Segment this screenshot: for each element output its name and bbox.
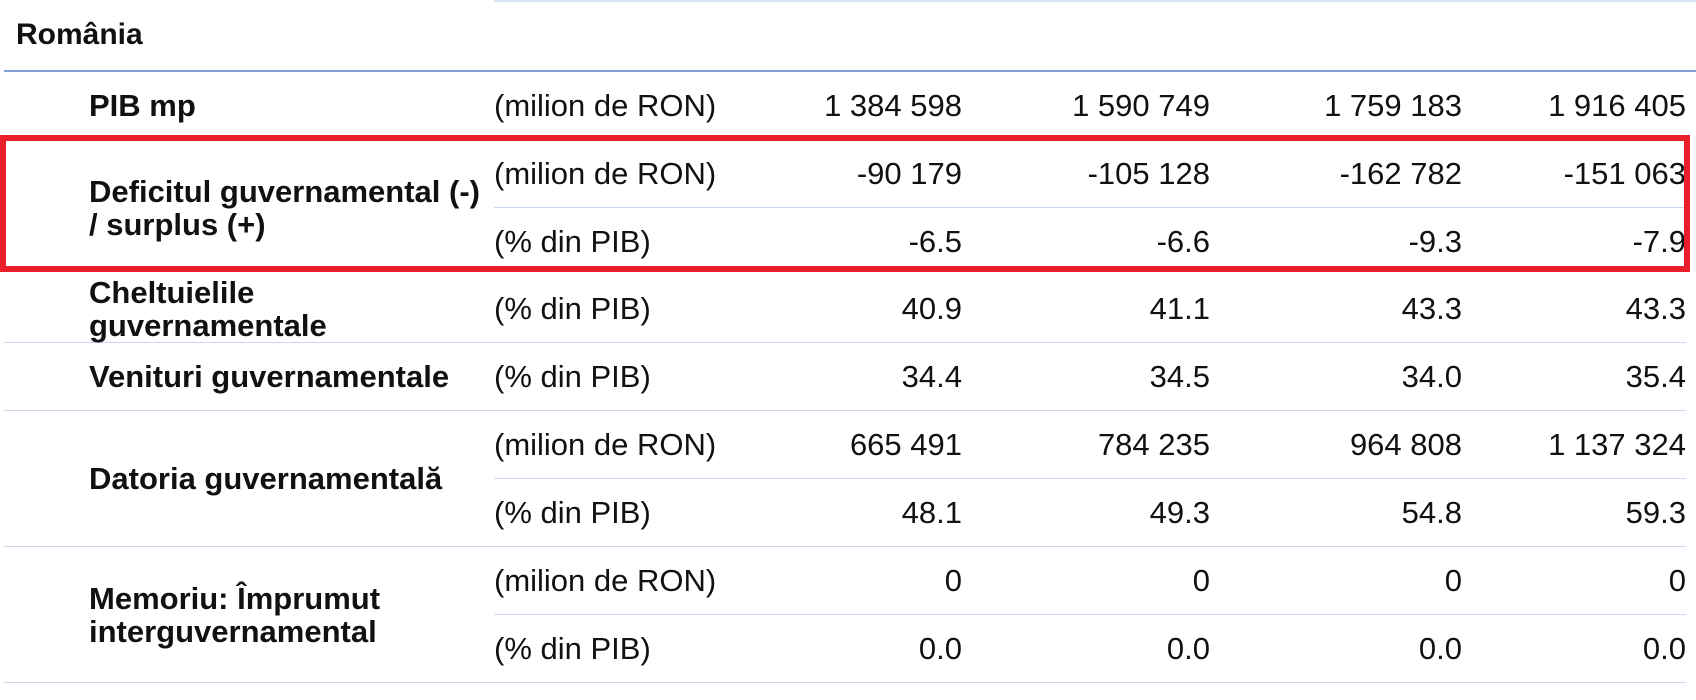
value-cell: -162 782 xyxy=(1210,139,1462,208)
value-cell: 34.5 xyxy=(962,342,1210,411)
table-row: PIB mp (milion de RON) 1 384 598 1 590 7… xyxy=(4,72,1686,140)
top-border xyxy=(494,0,1696,2)
value-cell: 35.4 xyxy=(1462,342,1686,411)
value-cell: 0 xyxy=(764,546,962,615)
row-unit: (milion de RON) xyxy=(494,410,764,479)
value-cell: 41.1 xyxy=(962,275,1210,343)
value-cell: 1 590 749 xyxy=(962,72,1210,140)
value-cell: 0 xyxy=(962,546,1210,615)
table-row: Memoriu: Împrumut interguvernamental (mi… xyxy=(4,546,1686,683)
value-cell: 49.3 xyxy=(962,478,1210,547)
value-cell: 0 xyxy=(1462,546,1686,615)
row-label: Cheltuielile guvernamentale xyxy=(4,275,494,343)
row-unit: (% din PIB) xyxy=(494,478,764,547)
value-cell: 40.9 xyxy=(764,275,962,343)
value-cell: 0 xyxy=(1210,546,1462,615)
table-row: (% din PIB) -6.5 -6.6 -9.3 -7.9 xyxy=(4,208,1686,276)
row-label: Deficitul guvernamental (-) / surplus (+… xyxy=(89,173,480,242)
row-unit: (% din PIB) xyxy=(494,342,764,411)
row-unit: (% din PIB) xyxy=(494,614,764,683)
value-cell: -6.6 xyxy=(1156,223,1210,259)
value-cell: 59.3 xyxy=(1462,478,1686,547)
table-row: Cheltuielile guvernamentale (% din PIB) … xyxy=(4,275,1686,343)
value-cell: 34.4 xyxy=(764,342,962,411)
value-cell: 0.0 xyxy=(962,614,1210,683)
value-cell: 0.0 xyxy=(764,614,962,683)
value-cell: -6.5 xyxy=(908,223,962,259)
row-label: PIB mp xyxy=(4,72,494,140)
value-cell: 34.0 xyxy=(1210,342,1462,411)
row-unit: (% din PIB) xyxy=(494,275,764,343)
value-cell: 0.0 xyxy=(1210,614,1462,683)
row-unit: (% din PIB) xyxy=(494,223,651,259)
fiscal-table: PIB mp (milion de RON) 1 384 598 1 590 7… xyxy=(4,72,1686,683)
table-row: (% din PIB) 0.0 0.0 0.0 0.0 xyxy=(4,614,1686,683)
header-divider xyxy=(4,70,1696,72)
value-cell: 54.8 xyxy=(1210,478,1462,547)
value-cell: 1 759 183 xyxy=(1210,72,1462,140)
value-cell: -90 179 xyxy=(764,139,962,208)
value-cell: 665 491 xyxy=(764,410,962,479)
value-cell: 43.3 xyxy=(1462,275,1686,343)
row-unit: (milion de RON) xyxy=(494,139,764,208)
table-row: (% din PIB) 48.1 49.3 54.8 59.3 xyxy=(4,478,1686,547)
table-row: Venituri guvernamentale (% din PIB) 34.4… xyxy=(4,342,1686,411)
country-heading: România xyxy=(16,18,143,51)
value-cell: 48.1 xyxy=(764,478,962,547)
value-cell: -7.9 xyxy=(1632,223,1686,259)
value-cell: -9.3 xyxy=(1408,223,1462,259)
value-cell: 1 916 405 xyxy=(1462,72,1686,140)
row-label: Datoria guvernamentală xyxy=(4,410,494,547)
row-label: Venituri guvernamentale xyxy=(4,342,494,411)
row-unit: (milion de RON) xyxy=(494,546,764,615)
table-row: Deficitul guvernamental (-) / surplus (+… xyxy=(4,139,1686,240)
value-cell: 0.0 xyxy=(1462,614,1686,683)
value-cell: -151 063 xyxy=(1462,139,1686,208)
value-cell: 1 384 598 xyxy=(764,72,962,140)
row-label: Memoriu: Împrumut interguvernamental xyxy=(4,546,494,683)
value-cell: 784 235 xyxy=(962,410,1210,479)
table-row: Datoria guvernamentală (milion de RON) 6… xyxy=(4,410,1686,547)
row-unit: (milion de RON) xyxy=(494,72,764,140)
value-cell: 43.3 xyxy=(1210,275,1462,343)
value-cell: 964 808 xyxy=(1210,410,1462,479)
value-cell: 1 137 324 xyxy=(1462,410,1686,479)
value-cell: -105 128 xyxy=(962,139,1210,208)
